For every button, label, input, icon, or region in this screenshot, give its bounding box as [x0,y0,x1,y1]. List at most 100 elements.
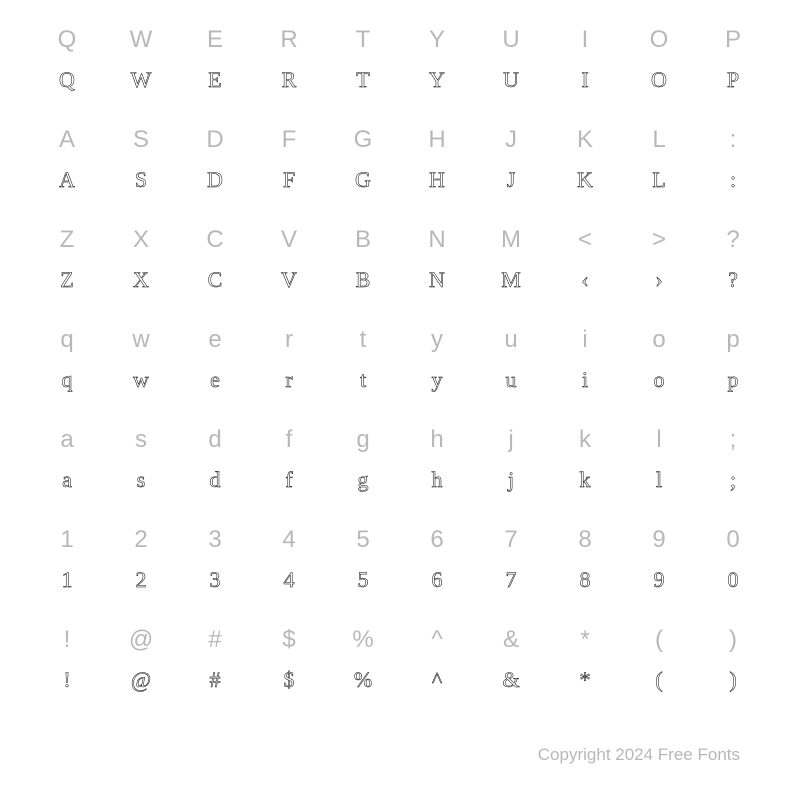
char-cell: ii [548,320,622,420]
char-cell: YY [400,20,474,120]
char-label: g [356,420,369,460]
char-cell: CC [178,220,252,320]
char-cell: :: [696,120,770,220]
char-cell: EE [178,20,252,120]
char-label: o [652,320,665,360]
char-cell: ;; [696,420,770,520]
char-glyph: w [133,360,149,400]
char-glyph: P [727,60,739,100]
char-label: w [132,320,149,360]
char-glyph: W [131,60,152,100]
char-cell: PP [696,20,770,120]
char-glyph: G [355,160,371,200]
char-glyph: T [356,60,369,100]
char-cell: 22 [104,520,178,620]
char-glyph: o [654,360,665,400]
char-label: U [502,20,519,60]
char-label: & [503,620,519,660]
char-label: ) [729,620,737,660]
char-label: P [725,20,741,60]
char-label: ( [655,620,663,660]
char-label: R [280,20,297,60]
char-label: 3 [208,520,221,560]
char-glyph: K [577,160,593,200]
char-label: 9 [652,520,665,560]
char-glyph: h [432,460,443,500]
char-label: > [652,220,666,260]
char-label: i [582,320,587,360]
char-label: @ [129,620,153,660]
char-label: 7 [504,520,517,560]
char-label: * [580,620,589,660]
char-label: a [60,420,73,460]
char-glyph: M [501,260,521,300]
char-cell: DD [178,120,252,220]
char-glyph: 8 [580,560,591,600]
char-label: u [504,320,517,360]
char-cell: NN [400,220,474,320]
char-label: O [650,20,669,60]
char-glyph: ? [728,260,738,300]
char-label: C [206,220,223,260]
char-cell: HH [400,120,474,220]
char-cell: 33 [178,520,252,620]
char-label: k [579,420,591,460]
char-glyph: $ [284,660,295,700]
char-glyph: I [581,60,588,100]
char-glyph: % [354,660,372,700]
char-cell: UU [474,20,548,120]
char-cell: ^^ [400,620,474,720]
char-label: D [206,120,223,160]
char-cell: 00 [696,520,770,620]
char-glyph: J [507,160,516,200]
char-label: W [130,20,153,60]
char-label: A [59,120,75,160]
copyright-text: Copyright 2024 Free Fonts [538,745,740,765]
char-cell: 77 [474,520,548,620]
char-cell: XX [104,220,178,320]
char-label: < [578,220,592,260]
char-glyph: 6 [432,560,443,600]
char-cell: LL [622,120,696,220]
char-glyph: ! [63,660,70,700]
char-glyph: a [62,460,72,500]
char-cell: KK [548,120,622,220]
char-glyph: R [282,60,297,100]
char-cell: VV [252,220,326,320]
char-label: ! [64,620,71,660]
char-glyph: S [135,160,147,200]
char-glyph: g [358,460,369,500]
char-label: ^ [431,620,442,660]
char-label: V [281,220,297,260]
char-label: L [652,120,665,160]
char-glyph: i [582,360,588,400]
char-cell: ss [104,420,178,520]
char-label: h [430,420,443,460]
char-cell: gg [326,420,400,520]
char-glyph: p [728,360,739,400]
char-cell: 66 [400,520,474,620]
char-label: Y [429,20,445,60]
char-cell: ee [178,320,252,420]
char-label: l [656,420,661,460]
char-cell: II [548,20,622,120]
char-glyph: d [210,460,221,500]
char-cell: (( [622,620,696,720]
char-glyph: ( [655,660,662,700]
char-cell: $$ [252,620,326,720]
char-glyph: O [651,60,667,100]
char-label: 0 [726,520,739,560]
char-glyph: 0 [728,560,739,600]
char-label: ? [726,220,739,260]
char-cell: AA [30,120,104,220]
char-cell: BB [326,220,400,320]
char-cell: qq [30,320,104,420]
char-cell: 88 [548,520,622,620]
char-cell: OO [622,20,696,120]
char-cell: FF [252,120,326,220]
char-label: r [285,320,293,360]
char-glyph: ^ [432,660,442,700]
char-cell: TT [326,20,400,120]
char-glyph: 5 [358,560,369,600]
char-cell: ?? [696,220,770,320]
